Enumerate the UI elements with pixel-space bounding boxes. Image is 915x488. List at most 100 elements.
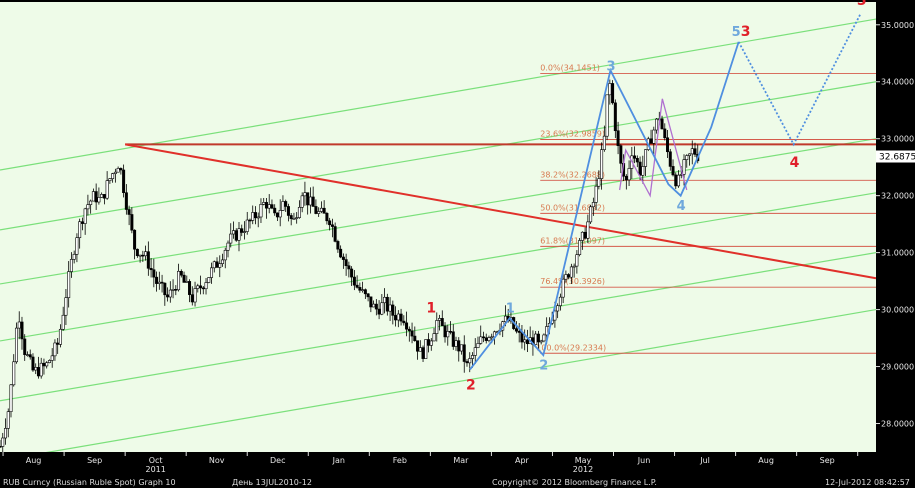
candle-body	[361, 289, 365, 291]
candle-body	[292, 218, 296, 220]
candle-body	[248, 219, 252, 222]
footer-security: RUB Curncy (Russian Ruble Spot) Graph 10	[3, 478, 176, 487]
candle-body	[144, 251, 148, 257]
candle-body	[3, 428, 7, 439]
candle-body	[580, 231, 584, 241]
candle-body	[80, 221, 84, 224]
candle-body	[297, 206, 301, 218]
candle-body	[223, 249, 227, 261]
wave-label-blue: 3	[606, 59, 615, 74]
fib-level-label: 23.6%(32.9859)	[540, 130, 605, 139]
candle-body	[350, 268, 354, 278]
candle-body	[56, 342, 60, 345]
y-tick-label: 29.0000	[881, 363, 914, 372]
candle-body	[0, 446, 2, 448]
wave-label-blue: 4	[677, 199, 686, 214]
last-value-label: 32.6875	[879, 153, 915, 163]
candle-body	[470, 355, 474, 359]
candle-body	[523, 339, 527, 343]
candle-body	[267, 204, 271, 209]
fibonacci-levels: 0.0%(34.1451) 23.6%(32.9859) 38.2%(32.2688…	[536, 63, 876, 354]
purple-correction-path	[618, 98, 688, 198]
candle-body	[108, 178, 112, 182]
candle-body	[105, 180, 109, 199]
candle-body	[306, 192, 310, 206]
x-month-label: Sep	[87, 456, 102, 465]
x-month-label: Jan	[332, 456, 345, 465]
candle-body	[341, 256, 345, 260]
candle-body	[352, 276, 356, 286]
candle-body	[50, 355, 54, 361]
candle-body	[605, 94, 609, 137]
candle-body	[421, 347, 425, 359]
trend-lines	[124, 143, 877, 280]
candle-body	[635, 158, 639, 163]
candle-body	[597, 178, 601, 187]
candle-body	[454, 340, 458, 347]
candle-body	[6, 411, 10, 429]
candle-body	[649, 138, 653, 144]
candle-body	[671, 166, 675, 176]
candle-body	[240, 228, 244, 233]
fib-level-label: 61.8%(31.1097)	[540, 236, 605, 245]
candle-body	[42, 362, 46, 367]
candle-body	[668, 151, 672, 167]
candle-body	[86, 204, 90, 210]
candle-body	[339, 248, 343, 258]
candle-body	[141, 254, 145, 257]
candle-body	[432, 333, 436, 342]
y-tick-label: 28.0000	[881, 420, 914, 429]
candle-body	[418, 347, 422, 352]
candle-body	[328, 220, 332, 226]
candle-body	[102, 194, 106, 199]
candle-body	[61, 314, 65, 330]
candle-body	[391, 304, 395, 316]
candle-body	[113, 171, 117, 174]
candle-body	[429, 340, 433, 346]
candle-body	[157, 281, 161, 284]
wave-label-red: 4	[790, 155, 800, 171]
candle-body	[594, 185, 598, 203]
candle-body	[638, 161, 642, 176]
candle-body	[449, 331, 453, 333]
candle-body	[168, 289, 172, 298]
candle-body	[179, 270, 183, 276]
candle-body	[366, 293, 370, 298]
blue-wave-path	[469, 41, 740, 370]
candle-body	[435, 320, 439, 334]
candle-body	[380, 302, 384, 315]
downtrend-line	[124, 143, 877, 280]
x-month-label: Dec	[270, 456, 285, 465]
candle-body	[199, 285, 203, 289]
wave-label-blue: 5	[732, 25, 741, 40]
candle-body	[693, 148, 697, 155]
wave-label-blue: 2	[539, 358, 548, 373]
candle-body	[481, 336, 485, 339]
candle-body	[45, 362, 49, 367]
candle-body	[536, 333, 540, 343]
candle-body	[215, 261, 219, 268]
y-tick-label: 35.0000	[881, 21, 914, 30]
footer: RUB Curncy (Russian Ruble Spot) Graph 10…	[3, 478, 910, 487]
candle-body	[319, 207, 323, 212]
footer-period: День 13JUL2010-12	[232, 478, 312, 487]
fib-level-label: 50.0%(31.6892)	[540, 203, 605, 212]
candle-body	[127, 209, 131, 215]
candle-body	[12, 361, 16, 386]
candle-body	[20, 321, 24, 340]
candle-body	[394, 315, 398, 321]
candle-body	[591, 202, 595, 208]
candle-body	[253, 212, 257, 219]
candle-body	[190, 294, 194, 303]
candle-body	[138, 254, 142, 257]
candle-body	[663, 128, 667, 139]
candle-body	[160, 281, 164, 284]
candle-body	[303, 192, 307, 197]
wave-label-red: 1	[426, 300, 436, 316]
candle-body	[410, 330, 414, 337]
candle-body	[177, 270, 181, 291]
candle-body	[589, 206, 593, 223]
candle-body	[237, 228, 241, 241]
